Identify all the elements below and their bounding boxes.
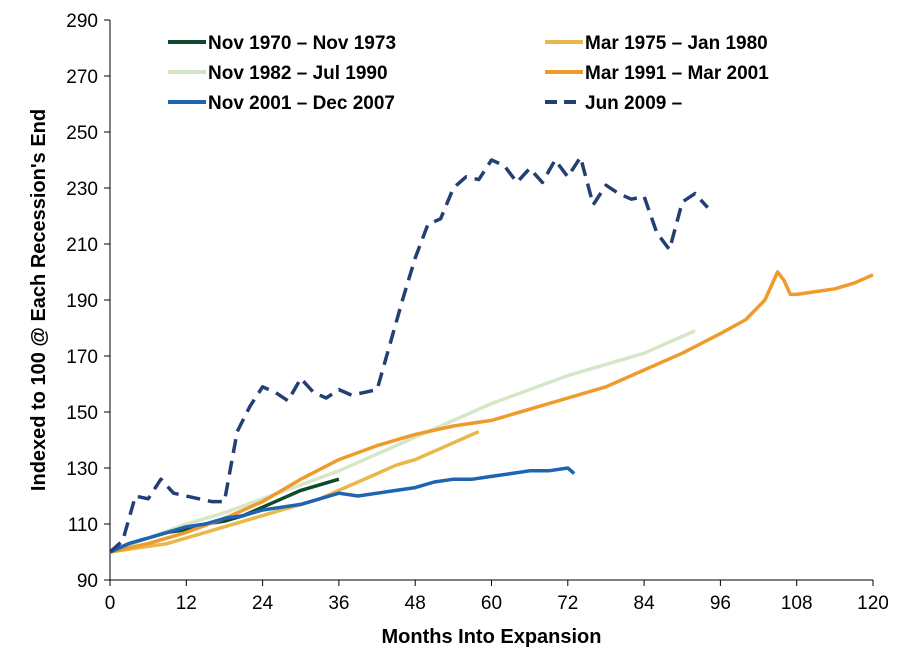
legend-label: Mar 1991 – Mar 2001	[585, 63, 769, 84]
y-tick-label: 110	[68, 515, 98, 536]
x-tick-label: 60	[481, 593, 502, 614]
x-axis-title: Months Into Expansion	[382, 626, 602, 648]
x-tick-label: 12	[176, 593, 197, 614]
y-tick-label: 130	[66, 459, 98, 480]
x-tick-label: 72	[557, 593, 578, 614]
y-tick-label: 150	[66, 403, 98, 424]
y-tick-label: 190	[66, 291, 98, 312]
y-tick-label: 290	[66, 11, 98, 32]
legend-label: Mar 1975 – Jan 1980	[585, 33, 768, 54]
legend-label: Nov 1982 – Jul 1990	[208, 63, 388, 84]
series-line-3	[109, 270, 874, 554]
legend-label: Nov 1970 – Nov 1973	[208, 33, 396, 54]
legend: Nov 1970 – Nov 1973 Mar 1975 – Jan 1980 No…	[168, 33, 769, 114]
x-tick-label: 36	[328, 593, 349, 614]
series-line-2	[109, 329, 696, 554]
y-tick-label: 270	[66, 67, 98, 88]
series-line-5	[108, 155, 709, 554]
x-tick-label: 108	[781, 593, 813, 614]
x-tick-label: 48	[405, 593, 426, 614]
y-tick-label: 90	[77, 571, 98, 592]
y-tick-label: 170	[66, 347, 98, 368]
y-tick-label: 210	[66, 235, 98, 256]
x-tick-label: 24	[252, 593, 274, 614]
x-tick-label: 96	[710, 593, 731, 614]
legend-label: Nov 2001 – Dec 2007	[208, 93, 395, 114]
y-axis-title: Indexed to 100 @ Each Recession's End	[28, 109, 50, 491]
x-tick-label: 120	[857, 593, 889, 614]
y-tick-label: 230	[66, 179, 98, 200]
legend-label: Jun 2009 –	[585, 93, 682, 114]
y-tick-label: 250	[66, 123, 98, 144]
series-line-4	[109, 466, 576, 554]
series-layer	[108, 155, 874, 554]
axes: 90 110 130 150 170 190 210 230 250 270 290 0 12 24 36 4…	[66, 11, 889, 614]
x-tick-label: 84	[634, 593, 656, 614]
x-tick-label: 0	[105, 593, 116, 614]
